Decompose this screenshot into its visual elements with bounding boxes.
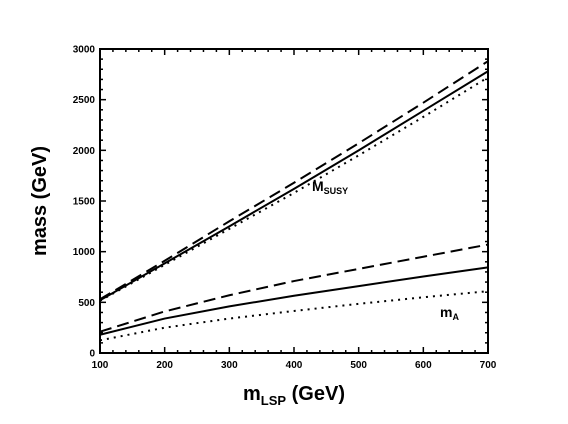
series-line-m-a-solid (99, 266, 489, 336)
y-tick-label: 500 (78, 298, 95, 309)
x-tick-label: 600 (415, 360, 432, 371)
y-tick-label: 1000 (73, 247, 96, 258)
x-tick-label: 100 (92, 360, 109, 371)
y-tick-label: 2500 (73, 95, 96, 106)
ma-annotation-sub: A (452, 312, 459, 322)
tick-labels: 100 200 300 400 500 600 700 0 500 1000 1500 2000 250… (73, 45, 497, 372)
msusy-annotation: MSUSY (312, 178, 348, 196)
ma-annotation-main: m (440, 304, 452, 320)
y-tick-label: 3000 (73, 45, 96, 56)
x-tick-label: 400 (286, 360, 303, 371)
series-lines (99, 60, 489, 342)
x-tick-label: 500 (350, 360, 367, 371)
series-line-m-a-dashed (99, 243, 489, 333)
series-line-m-a-dotted (99, 290, 489, 342)
msusy-annotation-sub: SUSY (324, 186, 349, 196)
y-tick-label: 1500 (73, 197, 96, 208)
x-axis-title: mLSP (GeV) (243, 383, 345, 408)
plot-frame (99, 48, 489, 354)
axis-ticks (99, 48, 489, 354)
y-tick-label: 2000 (73, 146, 96, 157)
x-tick-label: 200 (156, 360, 173, 371)
series-line-m-susy-dashed (99, 60, 489, 301)
series-line-m-susy-dotted (99, 76, 489, 302)
x-axis-title-rest: (GeV) (286, 383, 345, 405)
ma-annotation: mA (440, 304, 459, 322)
x-axis-title-sub: LSP (261, 393, 287, 408)
y-tick-label: 0 (89, 349, 95, 360)
x-axis-title-main: m (243, 383, 261, 405)
series-line-m-susy-solid (99, 70, 489, 302)
x-tick-label: 300 (221, 360, 238, 371)
y-axis-title: mass (GeV) (29, 146, 51, 256)
x-tick-label: 700 (480, 360, 497, 371)
msusy-annotation-main: M (312, 178, 324, 194)
